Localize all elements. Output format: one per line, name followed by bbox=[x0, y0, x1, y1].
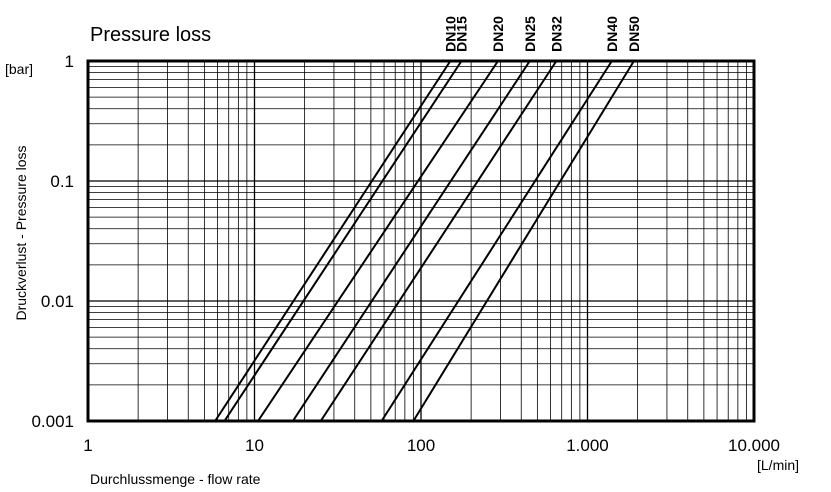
x-unit-label: [L/min] bbox=[757, 457, 799, 473]
series-line-dn20 bbox=[257, 60, 499, 422]
y-tick-label: 0.001 bbox=[31, 412, 74, 431]
y-axis-label: Druckverlust - Pressure loss bbox=[13, 145, 29, 320]
tick-labels: 1 10 100 1.000 10.000 0.001 0.01 0.1 1 bbox=[31, 52, 780, 455]
series-line-dn50 bbox=[412, 60, 635, 422]
series-label-dn50: DN50 bbox=[626, 16, 642, 52]
x-tick-label: 100 bbox=[407, 436, 435, 455]
series-label-dn10: DN10 bbox=[442, 16, 458, 52]
series-label-dn32: DN32 bbox=[548, 16, 564, 52]
x-tick-label: 1 bbox=[83, 436, 92, 455]
x-tick-label: 10.000 bbox=[728, 436, 780, 455]
x-axis-label: Durchlussmenge - flow rate bbox=[90, 471, 261, 487]
series-line-dn10 bbox=[214, 60, 452, 422]
y-tick-label: 1 bbox=[65, 52, 74, 71]
series-line-dn32 bbox=[319, 60, 558, 422]
series-line-dn40 bbox=[380, 60, 613, 422]
series-line-dn15 bbox=[223, 60, 463, 422]
series-lines bbox=[214, 60, 635, 422]
x-tick-label: 10 bbox=[245, 436, 264, 455]
y-tick-label: 0.1 bbox=[50, 172, 74, 191]
grid bbox=[88, 61, 754, 421]
series-label-dn25: DN25 bbox=[522, 16, 538, 52]
plot-frame bbox=[86, 59, 756, 423]
series-line-dn25 bbox=[292, 60, 531, 422]
x-tick-label: 1.000 bbox=[566, 436, 609, 455]
series-label-dn15: DN15 bbox=[453, 16, 469, 52]
y-tick-label: 0.01 bbox=[41, 292, 74, 311]
y-unit-label: [bar] bbox=[5, 61, 33, 77]
series-label-dn40: DN40 bbox=[604, 16, 620, 52]
chart-title: Pressure loss bbox=[90, 24, 211, 46]
series-label-dn20: DN20 bbox=[490, 16, 506, 52]
